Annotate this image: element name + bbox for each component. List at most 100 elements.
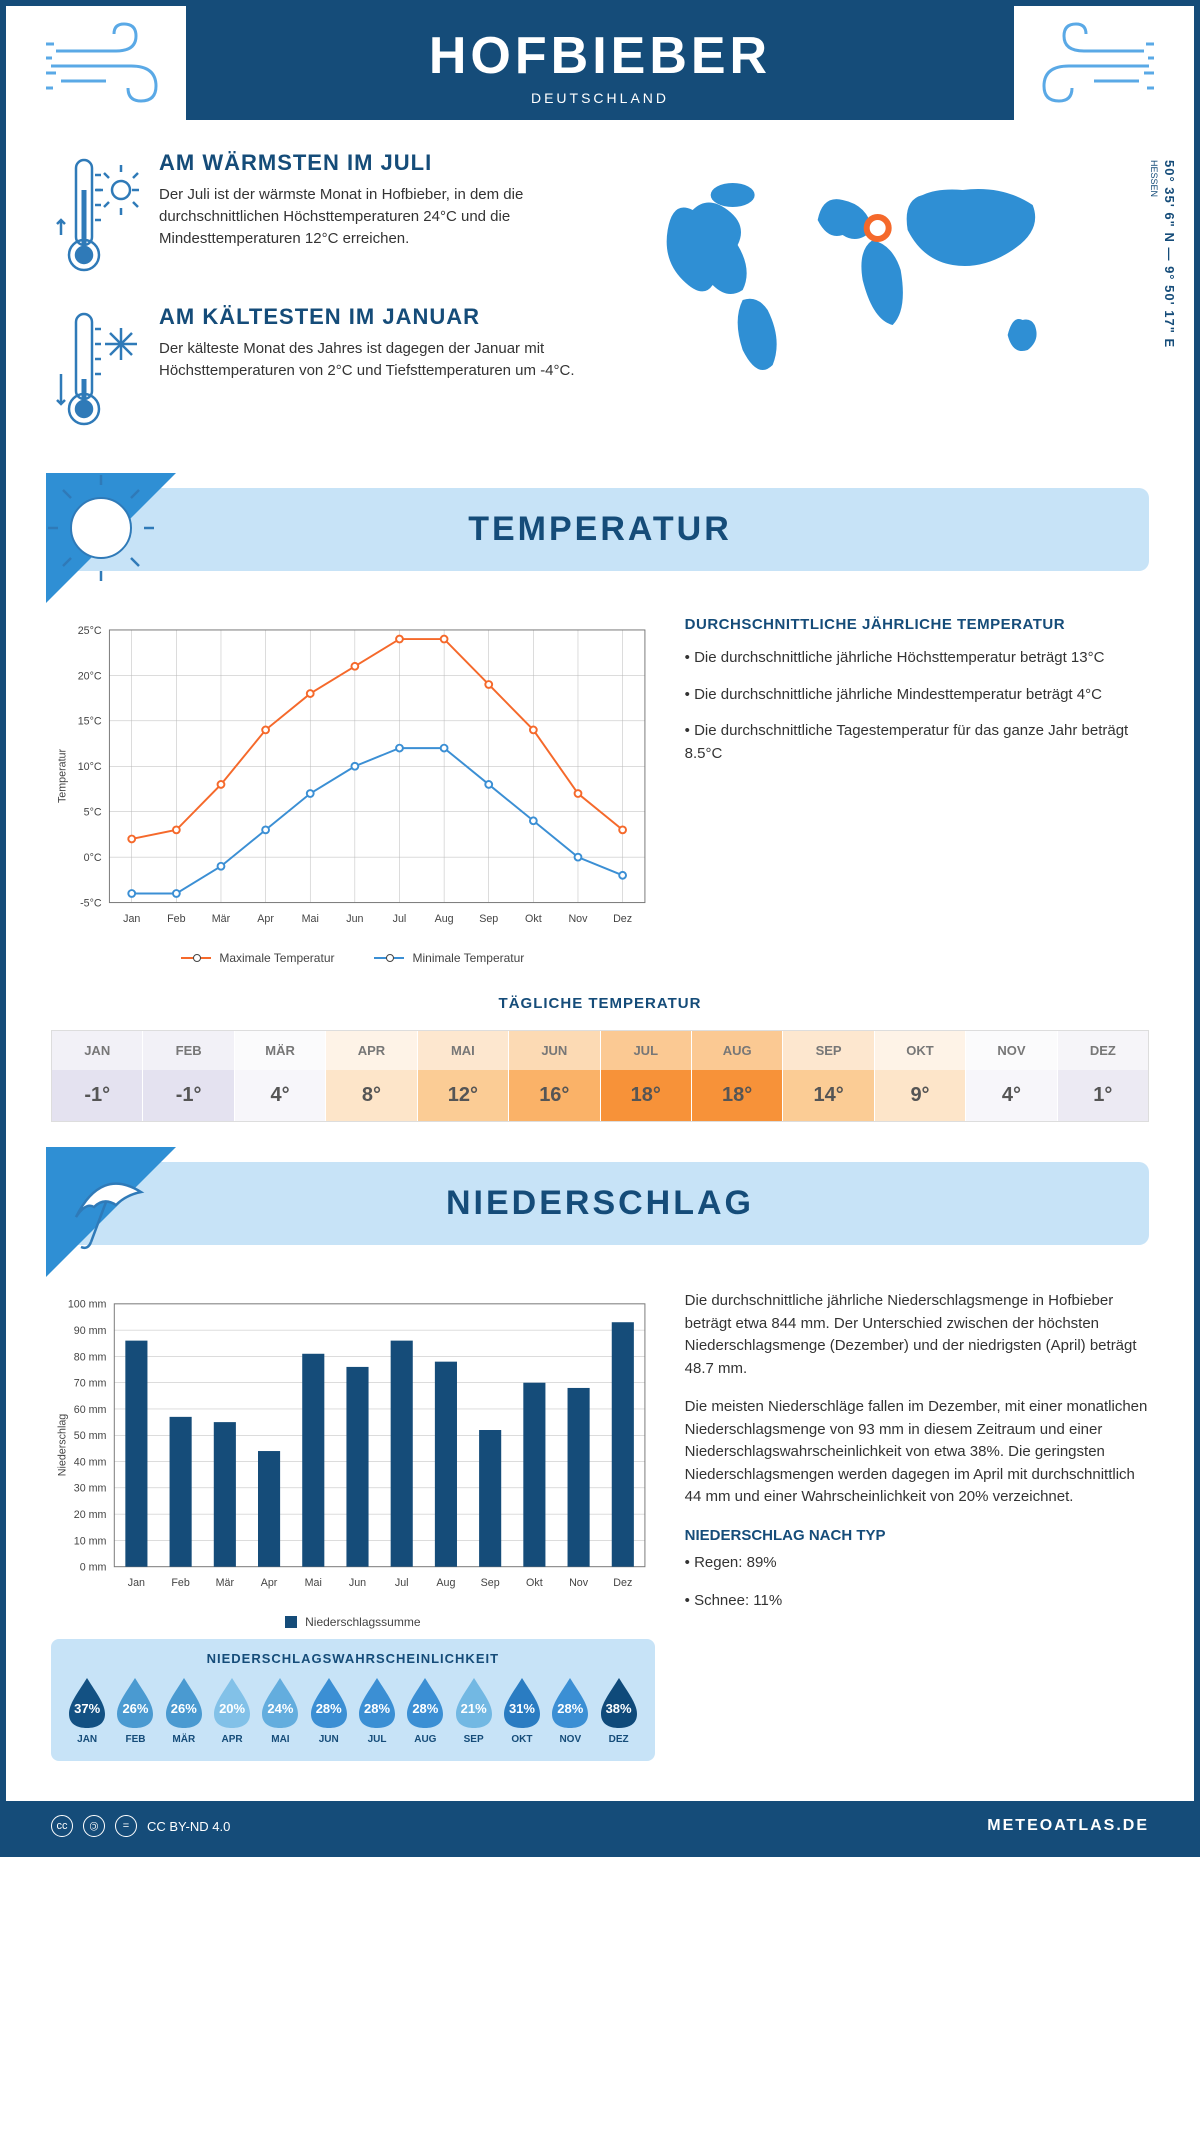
city-title: HOFBIEBER	[186, 26, 1014, 86]
svg-text:Temperatur: Temperatur	[57, 749, 69, 804]
probability-drop: 28% AUG	[403, 1676, 447, 1745]
license-text: CC BY-ND 4.0	[147, 1819, 230, 1834]
probability-drop: 31% OKT	[500, 1676, 544, 1745]
legend-min: Minimale Temperatur	[374, 951, 524, 965]
probability-drop: 28% JUN	[307, 1676, 351, 1745]
temp-cell: NOV 4°	[966, 1031, 1057, 1121]
svg-text:Feb: Feb	[167, 913, 185, 925]
temp-cell: JUN 16°	[509, 1031, 600, 1121]
svg-text:-5°C: -5°C	[80, 897, 102, 909]
svg-text:Mär: Mär	[212, 913, 231, 925]
temp-cell: OKT 9°	[875, 1031, 966, 1121]
warmest-title: AM WÄRMSTEN IM JULI	[159, 150, 616, 176]
svg-text:Dez: Dez	[613, 913, 632, 925]
probability-drop: 28% JUL	[355, 1676, 399, 1745]
temperature-title: TEMPERATUR	[51, 510, 1149, 549]
precipitation-section-header: NIEDERSCHLAG	[51, 1162, 1149, 1245]
svg-text:0 mm: 0 mm	[80, 1562, 107, 1574]
header-wrap: HOFBIEBER DEUTSCHLAND	[186, 6, 1014, 120]
temperature-line-chart: -5°C0°C5°C10°C15°C20°C25°CJanFebMärAprMa…	[51, 616, 655, 965]
thermometer-cold-icon	[51, 304, 141, 434]
probability-drop: 38% DEZ	[596, 1676, 640, 1745]
by-icon: 🄯	[83, 1815, 105, 1837]
svg-text:Jun: Jun	[346, 913, 363, 925]
daily-temperature-table: TÄGLICHE TEMPERATUR JAN -1°FEB -1°MÄR 4°…	[6, 995, 1194, 1152]
temp-cell: AUG 18°	[692, 1031, 783, 1121]
svg-text:90 mm: 90 mm	[74, 1325, 107, 1337]
precipitation-bar-chart: 0 mm10 mm20 mm30 mm40 mm50 mm60 mm70 mm8…	[51, 1290, 655, 1600]
coldest-title: AM KÄLTESTEN IM JANUAR	[159, 304, 616, 330]
svg-text:Aug: Aug	[435, 913, 454, 925]
precipitation-title: NIEDERSCHLAG	[51, 1184, 1149, 1223]
svg-text:50 mm: 50 mm	[74, 1430, 107, 1442]
temperature-content: -5°C0°C5°C10°C15°C20°C25°CJanFebMärAprMa…	[6, 596, 1194, 995]
umbrella-icon	[46, 1147, 176, 1277]
temperature-section-header: TEMPERATUR	[51, 488, 1149, 571]
coldest-text: Der kälteste Monat des Jahres ist dagege…	[159, 338, 616, 382]
probability-drop: 26% MÄR	[162, 1676, 206, 1745]
temp-cell: DEZ 1°	[1058, 1031, 1148, 1121]
probability-drop: 21% SEP	[452, 1676, 496, 1745]
svg-text:20 mm: 20 mm	[74, 1509, 107, 1521]
svg-text:Sep: Sep	[481, 1577, 500, 1589]
probability-drop: 28% NOV	[548, 1676, 592, 1745]
page-frame: HOFBIEBER DEUTSCHLAND	[0, 0, 1200, 1857]
coldest-block: AM KÄLTESTEN IM JANUAR Der kälteste Mona…	[51, 304, 616, 434]
temperature-info: DURCHSCHNITTLICHE JÄHRLICHE TEMPERATUR •…	[685, 616, 1149, 965]
nd-icon: =	[115, 1815, 137, 1837]
svg-text:Jan: Jan	[123, 913, 140, 925]
thermometer-hot-icon	[51, 150, 141, 280]
svg-text:Niederschlag: Niederschlag	[57, 1414, 69, 1477]
cc-icon: cc	[51, 1815, 73, 1837]
svg-text:Mai: Mai	[302, 913, 319, 925]
svg-text:20°C: 20°C	[78, 670, 102, 682]
world-map-icon	[636, 150, 1149, 410]
precipitation-content: 0 mm10 mm20 mm30 mm40 mm50 mm60 mm70 mm8…	[6, 1270, 1194, 1781]
map-container: 50° 35' 6" N — 9° 50' 17" E HESSEN	[636, 150, 1149, 458]
svg-text:30 mm: 30 mm	[74, 1483, 107, 1495]
svg-text:70 mm: 70 mm	[74, 1378, 107, 1390]
svg-text:40 mm: 40 mm	[74, 1456, 107, 1468]
svg-text:15°C: 15°C	[78, 716, 102, 728]
svg-text:Mär: Mär	[216, 1577, 235, 1589]
svg-text:Jul: Jul	[393, 913, 407, 925]
svg-text:Apr: Apr	[261, 1577, 278, 1589]
legend-max: Maximale Temperatur	[181, 951, 334, 965]
svg-text:10 mm: 10 mm	[74, 1535, 107, 1547]
temp-cell: MAI 12°	[418, 1031, 509, 1121]
probability-drop: 37% JAN	[65, 1676, 109, 1745]
footer: cc 🄯 = CC BY-ND 4.0 METEOATLAS.DE	[6, 1801, 1194, 1851]
temp-cell: APR 8°	[326, 1031, 417, 1121]
svg-text:Jul: Jul	[395, 1577, 409, 1589]
temp-cell: SEP 14°	[783, 1031, 874, 1121]
svg-text:80 mm: 80 mm	[74, 1351, 107, 1363]
svg-text:Apr: Apr	[257, 913, 274, 925]
svg-text:Aug: Aug	[436, 1577, 455, 1589]
svg-text:Jun: Jun	[349, 1577, 366, 1589]
svg-text:25°C: 25°C	[78, 625, 102, 637]
probability-drop: 20% APR	[210, 1676, 254, 1745]
probability-drop: 24% MAI	[258, 1676, 302, 1745]
svg-text:Nov: Nov	[569, 1577, 589, 1589]
legend-precip-sum: Niederschlagssumme	[285, 1615, 420, 1629]
info-section: AM WÄRMSTEN IM JULI Der Juli ist der wär…	[6, 120, 1194, 478]
svg-text:100 mm: 100 mm	[68, 1299, 107, 1311]
country-label: DEUTSCHLAND	[186, 90, 1014, 106]
svg-text:Okt: Okt	[525, 913, 542, 925]
wind-icon-left	[46, 16, 176, 116]
temp-cell: FEB -1°	[143, 1031, 234, 1121]
svg-text:0°C: 0°C	[84, 852, 102, 864]
warmest-text: Der Juli ist der wärmste Monat in Hofbie…	[159, 184, 616, 249]
svg-text:Dez: Dez	[613, 1577, 632, 1589]
probability-box: NIEDERSCHLAGSWAHRSCHEINLICHKEIT 37% JAN …	[51, 1639, 655, 1761]
sun-icon	[46, 473, 176, 603]
svg-text:Okt: Okt	[526, 1577, 543, 1589]
svg-text:Mai: Mai	[305, 1577, 322, 1589]
temp-cell: MÄR 4°	[235, 1031, 326, 1121]
warmest-block: AM WÄRMSTEN IM JULI Der Juli ist der wär…	[51, 150, 616, 280]
svg-text:10°C: 10°C	[78, 761, 102, 773]
svg-text:Jan: Jan	[128, 1577, 145, 1589]
site-name: METEOATLAS.DE	[987, 1817, 1149, 1835]
temp-cell: JAN -1°	[52, 1031, 143, 1121]
temp-cell: JUL 18°	[601, 1031, 692, 1121]
